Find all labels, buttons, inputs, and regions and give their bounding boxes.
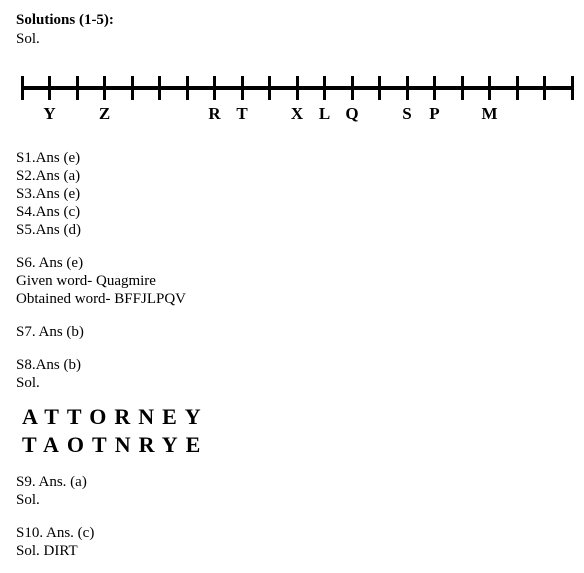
numberline-tick bbox=[571, 76, 574, 100]
s8-sol-label: Sol. bbox=[16, 375, 568, 392]
numberline-tick bbox=[268, 76, 271, 100]
answers-1-5: S1.Ans (e)S2.Ans (a)S3.Ans (e)S4.Ans (c)… bbox=[16, 150, 568, 239]
s8-row1: ATTORNEY bbox=[22, 404, 568, 430]
s8-row2: TAOTNRYE bbox=[22, 432, 568, 458]
answer-line: S2.Ans (a) bbox=[16, 168, 568, 185]
s10-block: S10. Ans. (c) Sol. DIRT bbox=[16, 525, 568, 560]
sol-label: Sol. bbox=[16, 31, 568, 48]
s8-letters: ATTORNEY TAOTNRYE bbox=[16, 404, 568, 458]
answer-line: S4.Ans (c) bbox=[16, 204, 568, 221]
numberline-tick bbox=[103, 76, 106, 100]
s7-block: S7. Ans (b) bbox=[16, 324, 568, 341]
numberline-label: S bbox=[402, 104, 411, 124]
numberline-label: Q bbox=[345, 104, 358, 124]
numberline-label: T bbox=[236, 104, 247, 124]
s8-answer: S8.Ans (b) bbox=[16, 357, 568, 374]
numberline-tick bbox=[516, 76, 519, 100]
numberline-tick bbox=[48, 76, 51, 100]
s6-obtained-word: Obtained word- BFFJLPQV bbox=[16, 291, 568, 308]
s8-block: S8.Ans (b) Sol. bbox=[16, 357, 568, 392]
numberline-label: X bbox=[291, 104, 303, 124]
numberline-tick bbox=[186, 76, 189, 100]
numberline-label: M bbox=[481, 104, 497, 124]
numberline-tick bbox=[433, 76, 436, 100]
numberline-tick bbox=[378, 76, 381, 100]
numberline-label: R bbox=[208, 104, 220, 124]
numberline-label: Z bbox=[99, 104, 110, 124]
numberline-tick bbox=[351, 76, 354, 100]
solutions-header: Solutions (1-5): bbox=[16, 12, 568, 29]
answer-line: S3.Ans (e) bbox=[16, 186, 568, 203]
numberline-tick bbox=[488, 76, 491, 100]
numberline-label: P bbox=[429, 104, 439, 124]
numberline-tick bbox=[131, 76, 134, 100]
s9-block: S9. Ans. (a) Sol. bbox=[16, 474, 568, 509]
numberline-tick bbox=[543, 76, 546, 100]
s9-answer: S9. Ans. (a) bbox=[16, 474, 568, 491]
s10-sol: Sol. DIRT bbox=[16, 543, 568, 560]
numberline-tick bbox=[213, 76, 216, 100]
s10-answer: S10. Ans. (c) bbox=[16, 525, 568, 542]
numberline-tick bbox=[21, 76, 24, 100]
numberline-label: Y bbox=[43, 104, 55, 124]
s6-given-word: Given word- Quagmire bbox=[16, 273, 568, 290]
s7-answer: S7. Ans (b) bbox=[16, 324, 568, 341]
numberline-container: Y Z RT XLQ SP M bbox=[16, 72, 568, 132]
s9-sol-label: Sol. bbox=[16, 492, 568, 509]
s6-answer: S6. Ans (e) bbox=[16, 255, 568, 272]
numberline-tick bbox=[296, 76, 299, 100]
numberline-label: L bbox=[319, 104, 330, 124]
numberline-tick bbox=[406, 76, 409, 100]
numberline-tick bbox=[241, 76, 244, 100]
s6-block: S6. Ans (e) Given word- Quagmire Obtaine… bbox=[16, 255, 568, 308]
numberline: Y Z RT XLQ SP M bbox=[22, 72, 572, 132]
answer-line: S1.Ans (e) bbox=[16, 150, 568, 167]
numberline-tick bbox=[323, 76, 326, 100]
numberline-tick bbox=[76, 76, 79, 100]
answer-line: S5.Ans (d) bbox=[16, 222, 568, 239]
numberline-tick bbox=[461, 76, 464, 100]
numberline-tick bbox=[158, 76, 161, 100]
